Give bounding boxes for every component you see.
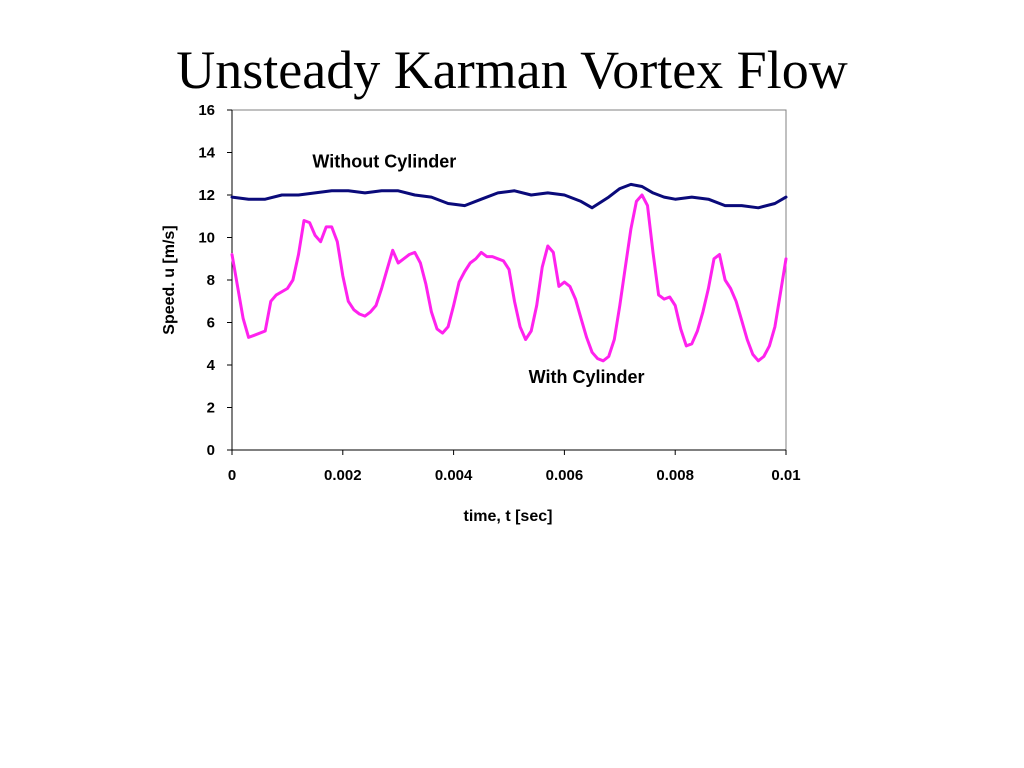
y-tick-label: 8 [207,272,215,289]
y-tick-label: 16 [198,102,215,119]
y-tick-label: 2 [207,400,215,417]
x-axis-label: time, t [sec] [464,508,553,525]
annotation-layer: Without Cylinder With Cylinder [312,151,644,387]
y-axis: 0 2 4 6 8 10 12 14 16 [198,102,232,459]
y-tick-label: 0 [207,442,215,459]
series-line-without-cylinder [230,182,788,210]
y-tick-label: 10 [198,230,215,247]
y-tick-label: 12 [198,187,215,204]
x-tick-label: 0.004 [435,467,473,484]
series-line-with-cylinder [230,193,788,363]
annotation-with-cylinder: With Cylinder [529,367,645,387]
y-axis-label: Speed. u [m/s] [161,225,178,334]
slide-title: Unsteady Karman Vortex Flow [176,40,848,100]
x-tick-label: 0.008 [656,467,694,484]
x-tick-label: 0.002 [324,467,362,484]
y-tick-label: 14 [198,145,215,162]
x-tick-label: 0.006 [546,467,584,484]
series-layer [230,182,788,363]
x-tick-label: 0 [228,467,236,484]
annotation-without-cylinder: Without Cylinder [312,151,456,171]
y-tick-label: 6 [207,315,215,332]
x-tick-label: 0.01 [771,467,800,484]
y-tick-label: 4 [207,357,216,374]
x-axis: 0 0.002 0.004 0.006 0.008 0.01 [228,450,801,484]
